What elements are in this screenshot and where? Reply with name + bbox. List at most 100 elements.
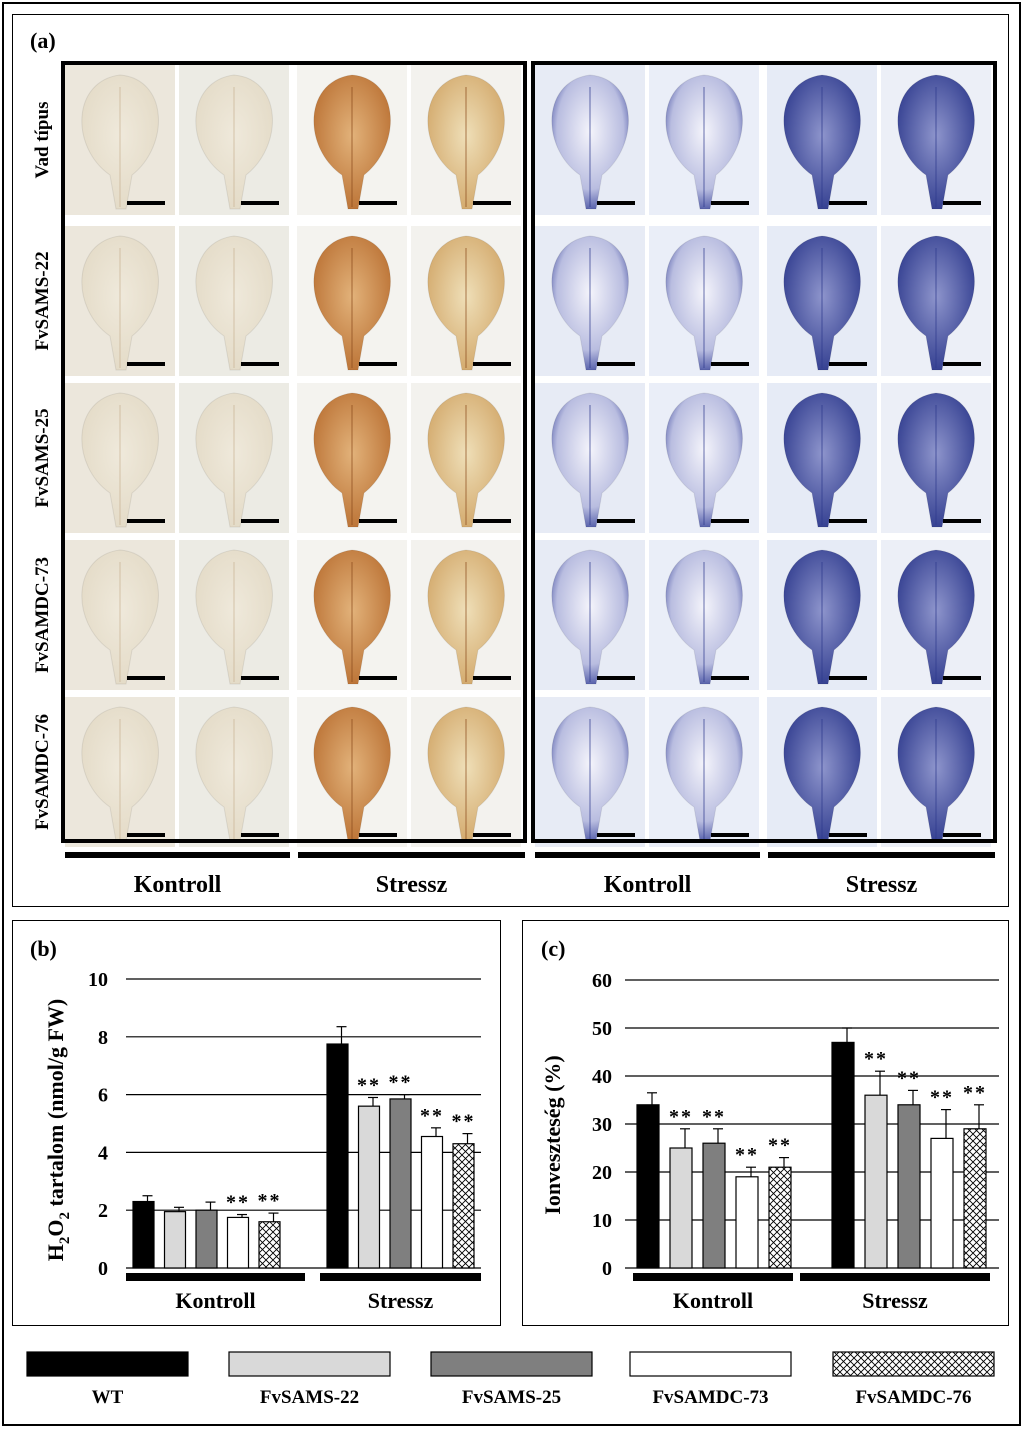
leaf-tile — [179, 65, 289, 215]
scale-bar — [127, 833, 165, 837]
leaf-tile — [411, 540, 521, 690]
leaf-tile — [179, 383, 289, 533]
scale-bar — [711, 519, 749, 523]
scale-bar — [943, 676, 981, 680]
legend-frame — [12, 1336, 1009, 1418]
leaf-tile — [411, 65, 521, 215]
leaf-tile — [649, 697, 759, 847]
leaf-tile — [411, 697, 521, 847]
panel-a-leaf-grid: (a) Vad típus FvSAMS-22 FvSAMS-25 FvSAMDC-7… — [30, 28, 997, 898]
leaf-tile — [535, 65, 645, 215]
scale-bar — [829, 201, 867, 205]
group-bar — [768, 852, 995, 858]
leaf-tile — [65, 540, 175, 690]
scale-bar — [473, 362, 511, 366]
scale-bar — [597, 676, 635, 680]
leaf-tile — [649, 383, 759, 533]
leaf-tile — [767, 226, 877, 376]
scale-bar — [943, 833, 981, 837]
dab-panel-border — [61, 61, 527, 843]
leaf-tile — [767, 540, 877, 690]
leaf-tile — [535, 226, 645, 376]
scale-bar — [473, 676, 511, 680]
scale-bar — [943, 519, 981, 523]
panel-c-frame — [522, 920, 1009, 1326]
leaf-tile — [65, 697, 175, 847]
leaf-tile — [297, 697, 407, 847]
leaf-tile — [881, 383, 991, 533]
leaf-tile — [179, 697, 289, 847]
scale-bar — [241, 519, 279, 523]
leaf-tile — [297, 540, 407, 690]
scale-bar — [711, 362, 749, 366]
scale-bar — [359, 519, 397, 523]
leaf-tile — [881, 65, 991, 215]
scale-bar — [473, 201, 511, 205]
leaf-tile — [881, 540, 991, 690]
leaf-tile — [65, 65, 175, 215]
leaf-tile — [881, 226, 991, 376]
group-bar — [298, 852, 525, 858]
scale-bar — [127, 676, 165, 680]
scale-bar — [943, 362, 981, 366]
panel-a-label: (a) — [30, 28, 56, 53]
row-label: Vad típus — [32, 102, 53, 179]
scale-bar — [829, 676, 867, 680]
panel-a-frame — [12, 14, 1009, 907]
leaf-tile — [535, 383, 645, 533]
scale-bar — [241, 676, 279, 680]
scale-bar — [597, 201, 635, 205]
scale-bar — [473, 833, 511, 837]
group-label: Kontroll — [134, 872, 222, 898]
leaf-tile — [179, 226, 289, 376]
scale-bar — [127, 519, 165, 523]
leaf-tile — [535, 540, 645, 690]
scale-bar — [473, 519, 511, 523]
scale-bar — [359, 676, 397, 680]
scale-bar — [359, 362, 397, 366]
scale-bar — [241, 362, 279, 366]
nbt-panel-border — [531, 61, 997, 843]
group-bar — [65, 852, 290, 858]
group-bar — [535, 852, 760, 858]
row-label: FvSAMS-25 — [32, 408, 53, 507]
leaf-tile — [649, 226, 759, 376]
leaf-tile — [411, 226, 521, 376]
leaf-tile — [297, 383, 407, 533]
scale-bar — [241, 833, 279, 837]
scale-bar — [829, 519, 867, 523]
leaf-tile — [297, 226, 407, 376]
leaf-tile — [179, 540, 289, 690]
leaf-tile — [535, 697, 645, 847]
scale-bar — [597, 362, 635, 366]
leaf-tile — [767, 383, 877, 533]
scale-bar — [943, 201, 981, 205]
scale-bar — [127, 362, 165, 366]
group-label: Kontroll — [604, 872, 692, 898]
leaf-tile — [411, 383, 521, 533]
leaf-tile — [767, 697, 877, 847]
row-label: FvSAMDC-73 — [32, 557, 53, 673]
scale-bar — [829, 833, 867, 837]
scale-bar — [597, 833, 635, 837]
leaf-tile — [297, 65, 407, 215]
row-label: FvSAMDC-76 — [32, 714, 53, 830]
leaf-tile — [65, 383, 175, 533]
scale-bar — [359, 201, 397, 205]
scale-bar — [597, 519, 635, 523]
leaf-tile — [649, 540, 759, 690]
scale-bar — [241, 201, 279, 205]
scale-bar — [127, 201, 165, 205]
scale-bar — [359, 833, 397, 837]
leaf-tile — [649, 65, 759, 215]
scale-bar — [711, 676, 749, 680]
leaf-tile — [767, 65, 877, 215]
scale-bar — [711, 201, 749, 205]
leaf-tile — [881, 697, 991, 847]
scale-bar — [711, 833, 749, 837]
row-label: FvSAMS-22 — [32, 251, 53, 350]
scale-bar — [829, 362, 867, 366]
leaf-tile — [65, 226, 175, 376]
group-label: Stressz — [846, 872, 918, 898]
